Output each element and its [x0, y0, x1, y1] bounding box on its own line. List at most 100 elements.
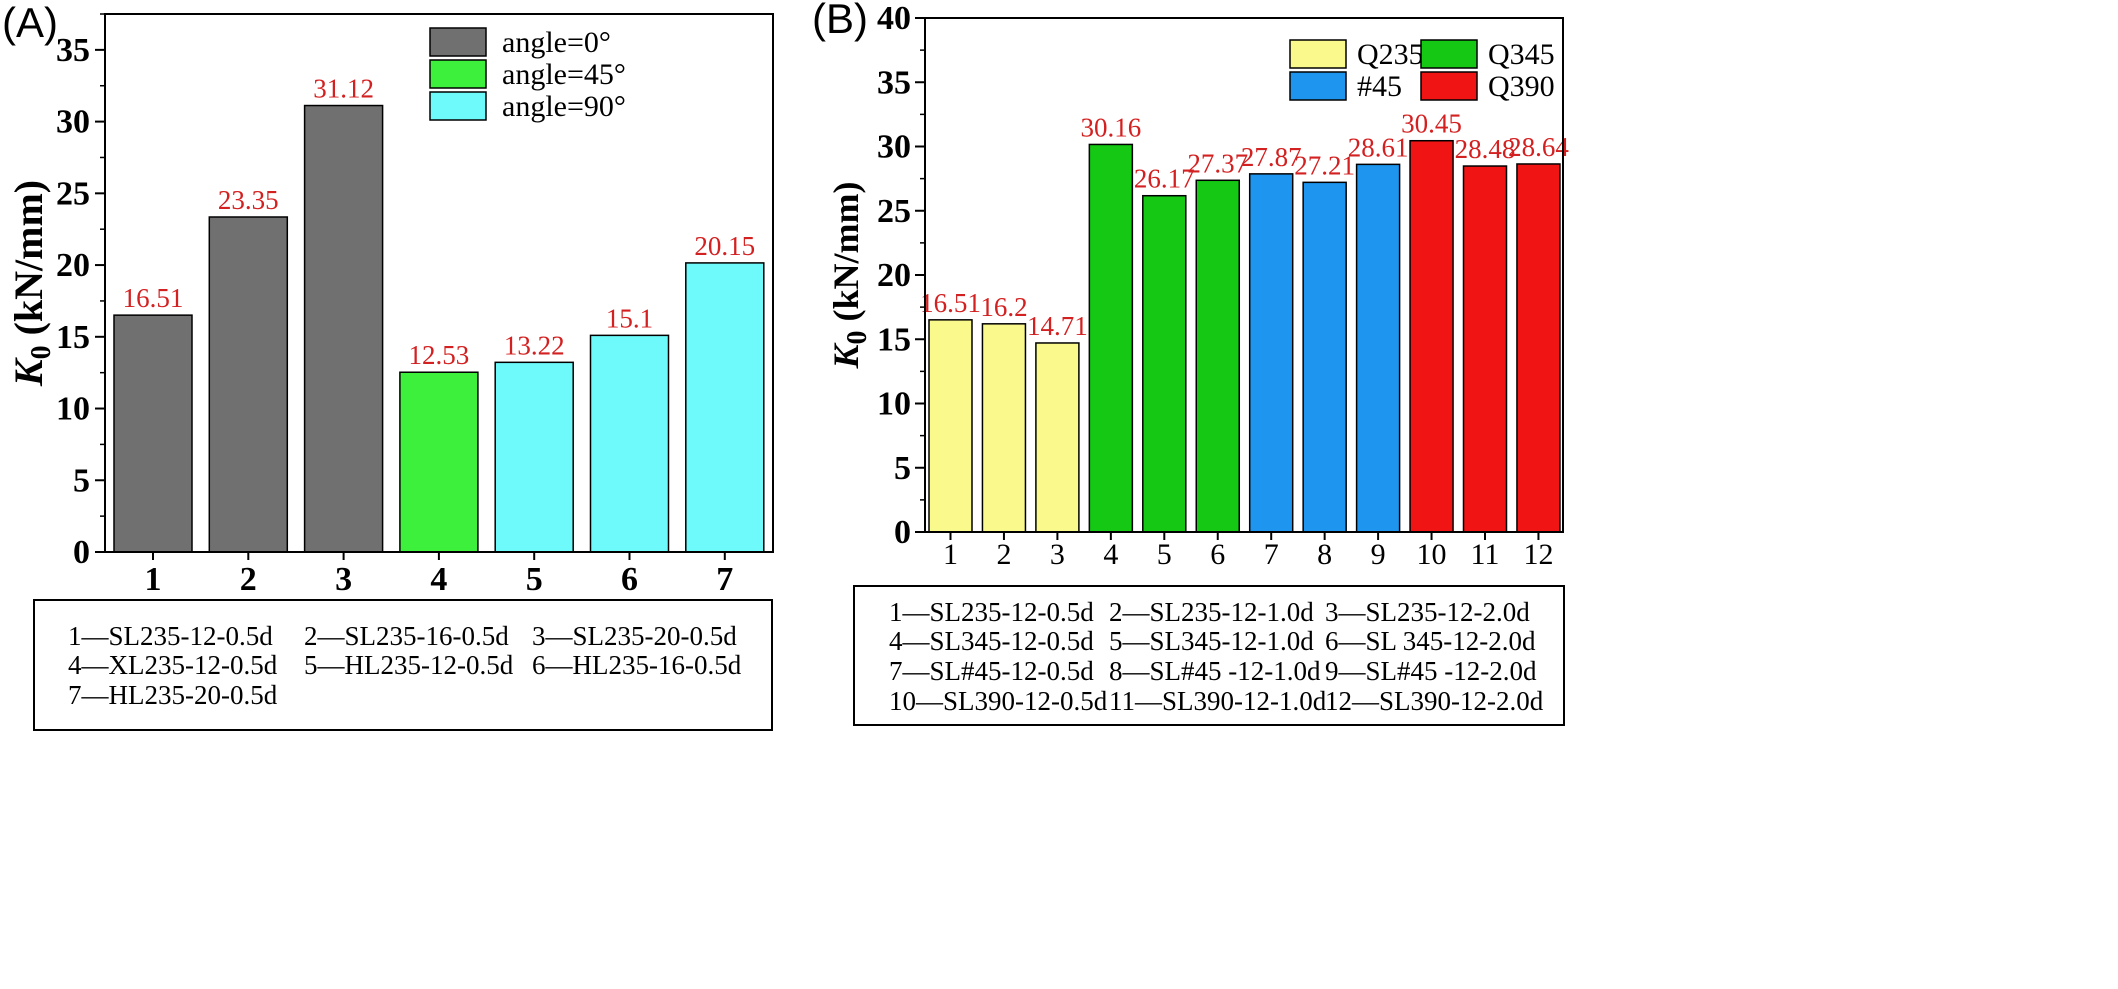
legend-swatch	[1289, 71, 1347, 101]
data-label: 23.35	[218, 185, 279, 215]
y-tick-label: 20	[56, 247, 90, 284]
panel-letter: (A)	[2, 0, 58, 46]
y-tick-label: 30	[877, 129, 911, 166]
y-axis-label-subscript: 0	[842, 330, 873, 344]
data-label: 13.22	[504, 330, 565, 360]
bar	[981, 323, 1027, 533]
bar	[1516, 163, 1561, 533]
y-tick-label: 10	[877, 386, 911, 423]
bar	[1248, 173, 1294, 533]
legend-label: angle=90°	[502, 90, 626, 123]
data-label: 16.2	[980, 292, 1027, 322]
data-label: 30.16	[1080, 112, 1141, 142]
bar	[303, 104, 384, 553]
bar	[113, 314, 193, 553]
data-label: 27.37	[1187, 148, 1248, 178]
x-tick-label: 6	[1210, 538, 1225, 571]
bar	[589, 334, 670, 553]
note-text: 10—SL390-12-0.5d	[889, 686, 1108, 716]
y-tick-label: 25	[877, 193, 911, 230]
chart-panel-b: (B) 16.51 1 16.2 2 14.71 3 30.16 4 26.17 5 27.37 6 27…	[812, 0, 1569, 726]
note-text: 4—XL235-12-0.5d	[68, 650, 278, 680]
y-tick-label: 0	[894, 514, 911, 551]
y-tick-label: 25	[56, 175, 90, 212]
note-text: 4—SL345-12-0.5d	[889, 626, 1094, 656]
bar	[494, 361, 574, 553]
x-tick-label: 8	[1317, 538, 1332, 571]
y-tick-label: 20	[877, 257, 911, 294]
bar	[1409, 139, 1454, 533]
plot-frame	[104, 13, 774, 553]
y-tick-label: 35	[877, 64, 911, 101]
legend-swatch	[429, 91, 487, 121]
bar	[1088, 143, 1134, 533]
x-tick-label: 12	[1523, 538, 1553, 571]
bar	[399, 371, 479, 553]
y-tick-label: 30	[56, 104, 90, 141]
x-tick-label: 4	[1103, 538, 1118, 571]
data-label: 31.12	[313, 74, 374, 104]
note-text: 1—SL235-12-0.5d	[68, 621, 273, 651]
bar	[1355, 163, 1401, 533]
notes-box	[853, 585, 1565, 726]
legend-swatch	[1420, 39, 1478, 69]
note-text: 8—SL#45 -12-1.0d	[1109, 656, 1321, 686]
y-axis-label: K0 (kN/mm)	[6, 180, 57, 387]
note-text: 6—HL235-16-0.5d	[532, 650, 742, 680]
bar	[1195, 179, 1240, 533]
data-label: 30.45	[1401, 109, 1462, 139]
bar	[1302, 181, 1347, 533]
legend-label: angle=45°	[502, 58, 626, 91]
note-text: 3—SL235-12-2.0d	[1325, 597, 1530, 627]
note-text: 5—HL235-12-0.5d	[304, 650, 514, 680]
legend-swatch	[429, 59, 487, 89]
legend-swatch	[429, 27, 487, 57]
legend-label: angle=0°	[502, 26, 611, 59]
data-label: 26.17	[1134, 164, 1195, 194]
y-tick-label: 15	[877, 321, 911, 358]
y-axis-label: K0 (kN/mm)	[826, 182, 873, 370]
data-label: 28.48	[1455, 134, 1516, 164]
y-tick-label: 15	[56, 319, 90, 356]
x-tick-label: 10	[1417, 538, 1447, 571]
legend-label: Q235	[1357, 38, 1424, 71]
y-tick-label: 0	[73, 534, 90, 571]
y-tick-label: 40	[877, 0, 911, 37]
y-axis-label-unit: (kN/mm)	[826, 182, 866, 331]
y-tick-label: 10	[56, 391, 90, 428]
legend-swatch	[1420, 71, 1478, 101]
note-text: 7—HL235-20-0.5d	[68, 680, 278, 710]
x-tick-label: 3	[1050, 538, 1065, 571]
legend-label: #45	[1357, 70, 1402, 103]
panel-letter: (B)	[812, 0, 868, 42]
x-tick-label: 3	[335, 561, 352, 598]
data-label: 16.51	[920, 288, 981, 318]
data-label: 14.71	[1027, 311, 1088, 341]
x-tick-label: 4	[430, 561, 447, 598]
y-axis-label-symbol: K	[826, 342, 866, 370]
chart-panel-a: (A) 16.51 1 23.35 2 31.12 3 12.53 4 13.22 5 15.1 6 20…	[2, 0, 774, 731]
bar	[1462, 165, 1508, 533]
x-tick-label: 7	[1264, 538, 1279, 571]
y-tick-label: 5	[73, 462, 90, 499]
note-text: 12—SL390-12-2.0d	[1325, 686, 1544, 716]
data-label: 28.64	[1508, 132, 1569, 162]
note-text: 2—SL235-16-0.5d	[304, 621, 509, 651]
data-label: 28.61	[1348, 132, 1409, 162]
x-tick-label: 7	[716, 561, 733, 598]
y-axis-label-unit: (kN/mm)	[6, 180, 51, 346]
note-text: 9—SL#45 -12-2.0d	[1325, 656, 1537, 686]
legend-label: Q345	[1488, 38, 1555, 71]
data-label: 12.53	[409, 340, 470, 370]
note-text: 3—SL235-20-0.5d	[532, 621, 737, 651]
note-text: 11—SL390-12-1.0d	[1109, 686, 1327, 716]
x-tick-label: 9	[1371, 538, 1386, 571]
data-label: 15.1	[606, 303, 653, 333]
bar	[928, 319, 973, 533]
x-tick-label: 5	[1157, 538, 1172, 571]
legend-label: Q390	[1488, 70, 1555, 103]
data-label: 27.87	[1241, 142, 1302, 172]
x-tick-label: 2	[240, 561, 257, 598]
bar	[1142, 194, 1187, 533]
